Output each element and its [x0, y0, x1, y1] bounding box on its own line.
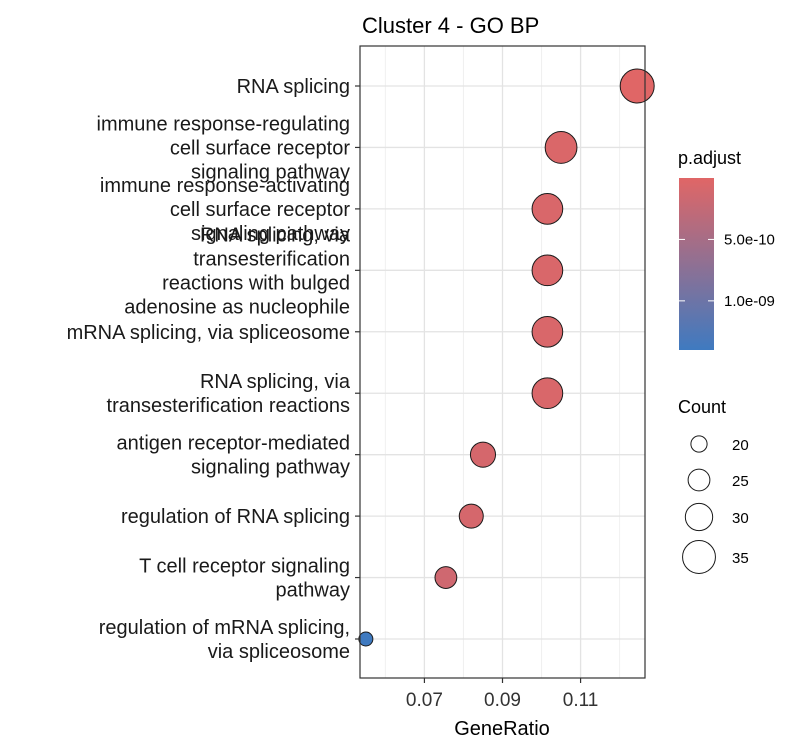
y-tick-label: RNA splicing, via transesterification reac…: [124, 224, 351, 318]
data-point: [458, 503, 484, 529]
data-point: [531, 377, 564, 410]
chart-title: Cluster 4 - GO BP: [362, 13, 539, 38]
data-point: [531, 193, 564, 225]
data-points: [358, 68, 655, 647]
count-legend-title: Count: [678, 397, 726, 417]
x-tick-label: 0.07: [406, 690, 443, 711]
x-axis-ticks: 0.07 0.09 0.11: [406, 678, 598, 711]
data-point: [358, 631, 374, 647]
data-point: [531, 315, 564, 348]
y-tick-label: immune response-regulating cell surface r…: [97, 113, 351, 183]
data-point: [434, 566, 458, 589]
count-legend-label: 25: [732, 473, 749, 490]
p-adjust-colorbar: [679, 178, 714, 350]
count-legend-circle: [690, 435, 708, 453]
y-tick-label: RNA splicing, via transesterification rea…: [107, 371, 351, 417]
count-legend-circle: [682, 540, 716, 574]
data-point: [544, 131, 578, 164]
y-tick-label: mRNA splicing, via spliceosome: [67, 322, 350, 344]
count-legend-circle: [687, 468, 711, 492]
y-axis-labels: RNA splicing immune response-regulating ce…: [67, 76, 360, 663]
y-tick-label: RNA splicing: [237, 76, 350, 98]
count-legend-label: 30: [732, 510, 749, 527]
x-tick-label: 0.11: [563, 690, 599, 711]
y-tick-label: immune response-activating cell surface r…: [100, 175, 350, 245]
count-legend-label: 20: [732, 437, 749, 454]
y-tick-label: regulation of mRNA splicing, via spliceos…: [99, 617, 350, 663]
y-tick-label: regulation of RNA splicing: [121, 506, 350, 528]
x-axis-title: GeneRatio: [454, 718, 550, 740]
gridlines: [360, 46, 645, 678]
count-legend-circle: [684, 502, 714, 532]
colorbar-label: 5.0e-10: [724, 231, 775, 248]
x-tick-label: 0.09: [484, 690, 521, 711]
y-tick-label: antigen receptor-mediated signaling pathw…: [117, 433, 350, 479]
p-adjust-legend: p.adjust 5.0e-10 1.0e-09: [678, 148, 775, 350]
data-point: [531, 254, 564, 287]
data-point: [469, 441, 497, 468]
count-legend: Count 20 25 30 35: [678, 397, 749, 574]
count-legend-label: 35: [732, 550, 749, 567]
y-tick-label: T cell receptor signaling pathway: [139, 556, 350, 602]
p-adjust-legend-title: p.adjust: [678, 148, 741, 168]
data-point: [619, 68, 655, 104]
colorbar-label: 1.0e-09: [724, 293, 775, 310]
